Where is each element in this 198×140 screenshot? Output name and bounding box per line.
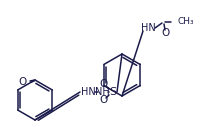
Text: CH₃: CH₃ <box>177 18 194 26</box>
Text: O: O <box>162 28 170 38</box>
Text: O: O <box>100 79 108 89</box>
Text: O: O <box>19 77 27 87</box>
Text: HN: HN <box>141 23 155 33</box>
Text: NH: NH <box>95 87 109 97</box>
Text: S: S <box>109 87 117 97</box>
Text: HN: HN <box>81 87 95 97</box>
Text: O: O <box>100 95 108 105</box>
